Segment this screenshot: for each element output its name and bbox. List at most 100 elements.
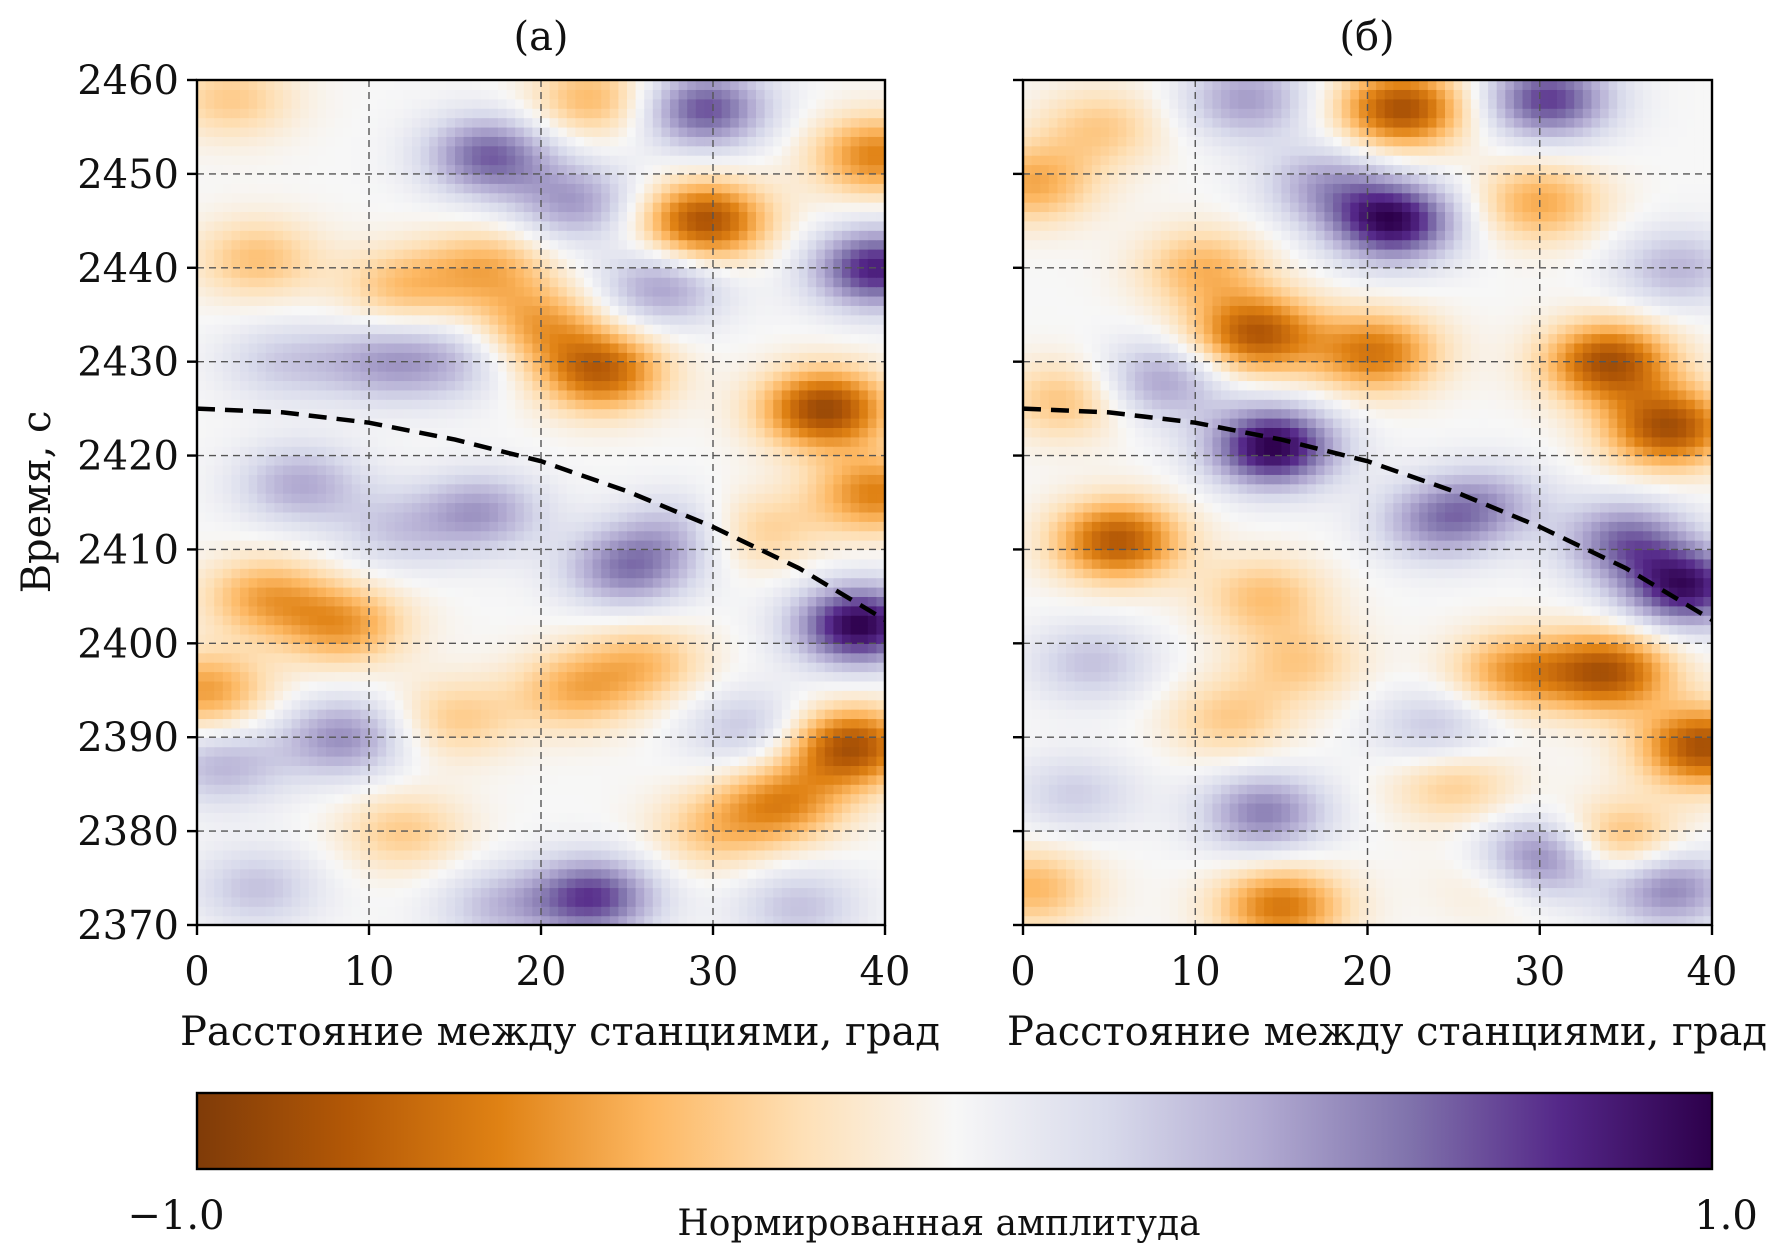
heatmap-cell [377,587,387,597]
heatmap-cell [781,671,791,682]
heatmap-cell [480,389,490,400]
heatmap-cell [687,887,697,898]
heatmap-cell [334,849,344,860]
heatmap-cell [197,840,207,851]
heatmap-cell [257,652,267,663]
heatmap-cell [730,859,740,870]
heatmap-cell [549,849,559,860]
heatmap-cell [652,380,662,391]
heatmap-cell [575,765,585,776]
heatmap-cell [205,511,215,522]
heatmap-cell [369,802,379,813]
heatmap-cell [799,361,809,372]
heatmap-cell [377,793,387,804]
heatmap-cell [816,737,826,748]
heatmap-cell [824,408,834,419]
heatmap-cell [446,493,456,504]
heatmap-cell [601,690,611,701]
heatmap-cell [601,596,611,607]
heatmap-cell [781,474,791,485]
heatmap-cell [558,408,568,419]
heatmap-cell [549,568,559,579]
heatmap-cell [283,558,293,569]
heatmap-cell [670,540,680,551]
heatmap-cell [498,558,508,569]
heatmap-cell [317,483,327,494]
heatmap-cell [420,784,430,795]
heatmap-cell [455,662,465,673]
heatmap-cell [799,483,809,494]
heatmap-cell [824,906,834,917]
heatmap-cell [678,596,688,607]
heatmap-cell [403,859,413,870]
heatmap-cell [859,680,869,691]
heatmap-cell [773,709,783,720]
heatmap-cell [222,455,232,466]
heatmap-cell [704,596,714,607]
heatmap-cell [833,446,843,457]
heatmap-cell [455,399,465,410]
heatmap-cell [627,399,637,410]
heatmap-cell [343,389,353,400]
heatmap-cell [730,342,740,353]
heatmap-cell [523,521,533,532]
heatmap-cell [678,446,688,457]
heatmap-cell [523,718,533,729]
heatmap-cell [652,389,662,400]
heatmap-cell [781,887,791,898]
heatmap-cell [558,887,568,898]
heatmap-cell [721,633,731,644]
heatmap-cell [489,483,499,494]
heatmap-cell [197,558,207,569]
heatmap-cell [764,859,774,870]
heatmap-cell [867,737,877,748]
heatmap-cell [584,446,594,457]
heatmap-cell [248,399,258,410]
heatmap-cell [807,690,817,701]
heatmap-cell [644,699,654,710]
heatmap-cell [265,474,275,485]
heatmap-cell [222,474,232,485]
heatmap-cell [842,521,852,532]
heatmap-cell [721,389,731,400]
heatmap-cell [437,812,447,823]
heatmap-cell [721,521,731,532]
heatmap-cell [635,502,645,513]
heatmap-cell [730,643,740,654]
heatmap-cell [541,624,551,635]
heatmap-cell [842,737,852,748]
heatmap-cell [670,596,680,607]
heatmap-cell [781,633,791,644]
heatmap-cell [833,756,843,766]
heatmap-cell [592,680,602,691]
heatmap-cell [403,718,413,729]
heatmap-cell [867,849,877,860]
heatmap-cell [670,587,680,597]
heatmap-cell [412,727,422,738]
heatmap-cell [360,906,370,917]
heatmap-cell [532,558,542,569]
heatmap-cell [695,446,705,457]
heatmap-cell [360,915,370,925]
heatmap-cell [412,502,422,513]
heatmap-cell [498,493,508,504]
heatmap-cell [704,774,714,785]
heatmap-cell [824,521,834,532]
heatmap-cell [695,455,705,466]
heatmap-cell [197,380,207,391]
heatmap-cell [842,540,852,551]
heatmap-cell [824,709,834,720]
heatmap-cell [326,662,336,673]
heatmap-cell [842,474,852,485]
heatmap-cell [231,718,241,729]
heatmap-cell [541,568,551,579]
heatmap-cell [257,352,267,363]
heatmap-cell [876,408,885,419]
heatmap-cell [300,718,310,729]
heatmap-cell [472,915,482,925]
heatmap-cell [334,859,344,870]
heatmap-cell [429,793,439,804]
heatmap-cell [455,793,465,804]
heatmap-cell [764,558,774,569]
heatmap-cell [343,511,353,522]
